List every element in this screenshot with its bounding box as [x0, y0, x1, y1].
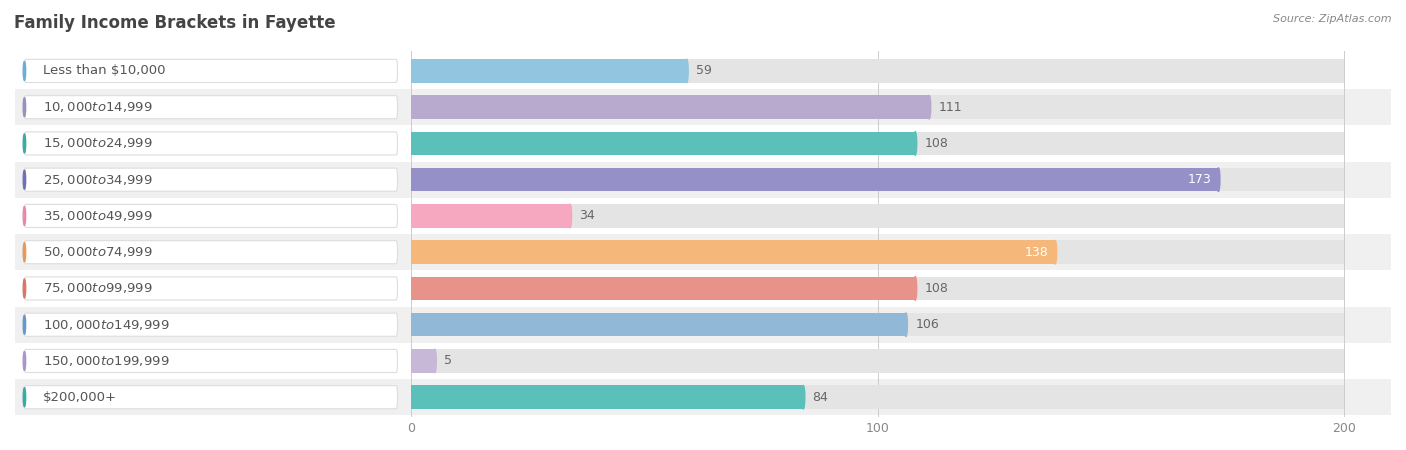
- FancyBboxPatch shape: [24, 386, 398, 409]
- Bar: [15, 234, 1391, 270]
- Text: 34: 34: [579, 209, 595, 222]
- Bar: [412, 277, 1344, 300]
- Circle shape: [1218, 168, 1220, 191]
- FancyBboxPatch shape: [24, 132, 398, 155]
- FancyBboxPatch shape: [24, 349, 398, 373]
- Text: $100,000 to $149,999: $100,000 to $149,999: [44, 318, 170, 332]
- Text: $75,000 to $99,999: $75,000 to $99,999: [44, 281, 153, 296]
- Bar: [15, 162, 1391, 198]
- Text: Source: ZipAtlas.com: Source: ZipAtlas.com: [1274, 14, 1392, 23]
- FancyBboxPatch shape: [24, 59, 398, 82]
- Circle shape: [22, 388, 25, 407]
- Text: 111: 111: [939, 101, 962, 114]
- Bar: [412, 349, 434, 373]
- Circle shape: [928, 95, 931, 119]
- Bar: [15, 125, 1391, 162]
- FancyBboxPatch shape: [24, 241, 398, 264]
- Circle shape: [685, 59, 688, 83]
- Bar: [412, 168, 1219, 191]
- Circle shape: [22, 243, 25, 262]
- Bar: [412, 204, 569, 228]
- Text: $150,000 to $199,999: $150,000 to $199,999: [44, 354, 170, 368]
- Bar: [412, 385, 803, 409]
- Text: 84: 84: [813, 391, 828, 404]
- Circle shape: [433, 349, 436, 373]
- Circle shape: [914, 132, 917, 155]
- Circle shape: [22, 351, 25, 370]
- FancyBboxPatch shape: [24, 204, 398, 228]
- Text: 138: 138: [1025, 246, 1047, 259]
- FancyBboxPatch shape: [24, 168, 398, 191]
- Bar: [15, 306, 1391, 343]
- Text: Less than $10,000: Less than $10,000: [44, 64, 166, 77]
- Bar: [412, 95, 929, 119]
- Circle shape: [1053, 240, 1057, 264]
- Text: 5: 5: [444, 355, 453, 368]
- Text: $35,000 to $49,999: $35,000 to $49,999: [44, 209, 153, 223]
- Circle shape: [22, 98, 25, 117]
- Bar: [412, 349, 1344, 373]
- Text: 173: 173: [1188, 173, 1212, 186]
- Circle shape: [22, 134, 25, 153]
- Bar: [412, 59, 686, 83]
- Circle shape: [22, 315, 25, 334]
- Bar: [15, 379, 1391, 415]
- Bar: [15, 198, 1391, 234]
- Text: $25,000 to $34,999: $25,000 to $34,999: [44, 173, 153, 187]
- Bar: [412, 168, 1344, 191]
- Bar: [412, 132, 915, 155]
- Bar: [412, 204, 1344, 228]
- Text: Family Income Brackets in Fayette: Family Income Brackets in Fayette: [14, 14, 336, 32]
- Bar: [15, 270, 1391, 306]
- Bar: [412, 313, 1344, 337]
- Bar: [412, 240, 1054, 264]
- Bar: [412, 132, 1344, 155]
- Bar: [412, 277, 915, 300]
- FancyBboxPatch shape: [24, 313, 398, 336]
- FancyBboxPatch shape: [24, 277, 398, 300]
- Circle shape: [22, 207, 25, 225]
- Bar: [15, 343, 1391, 379]
- Text: $15,000 to $24,999: $15,000 to $24,999: [44, 136, 153, 150]
- Circle shape: [568, 204, 572, 228]
- Bar: [412, 95, 1344, 119]
- Circle shape: [914, 277, 917, 300]
- Text: 108: 108: [925, 137, 949, 150]
- FancyBboxPatch shape: [24, 96, 398, 119]
- Bar: [412, 59, 1344, 83]
- Bar: [412, 240, 1344, 264]
- Bar: [412, 313, 905, 337]
- Text: $200,000+: $200,000+: [44, 391, 117, 404]
- Bar: [15, 89, 1391, 125]
- Circle shape: [22, 279, 25, 298]
- Circle shape: [22, 170, 25, 189]
- Bar: [412, 385, 1344, 409]
- Text: 59: 59: [696, 64, 711, 77]
- Text: $10,000 to $14,999: $10,000 to $14,999: [44, 100, 153, 114]
- Text: $50,000 to $74,999: $50,000 to $74,999: [44, 245, 153, 259]
- Circle shape: [904, 313, 907, 337]
- Text: 106: 106: [915, 318, 939, 331]
- Circle shape: [22, 61, 25, 81]
- Text: 108: 108: [925, 282, 949, 295]
- Circle shape: [801, 385, 804, 409]
- Bar: [15, 53, 1391, 89]
